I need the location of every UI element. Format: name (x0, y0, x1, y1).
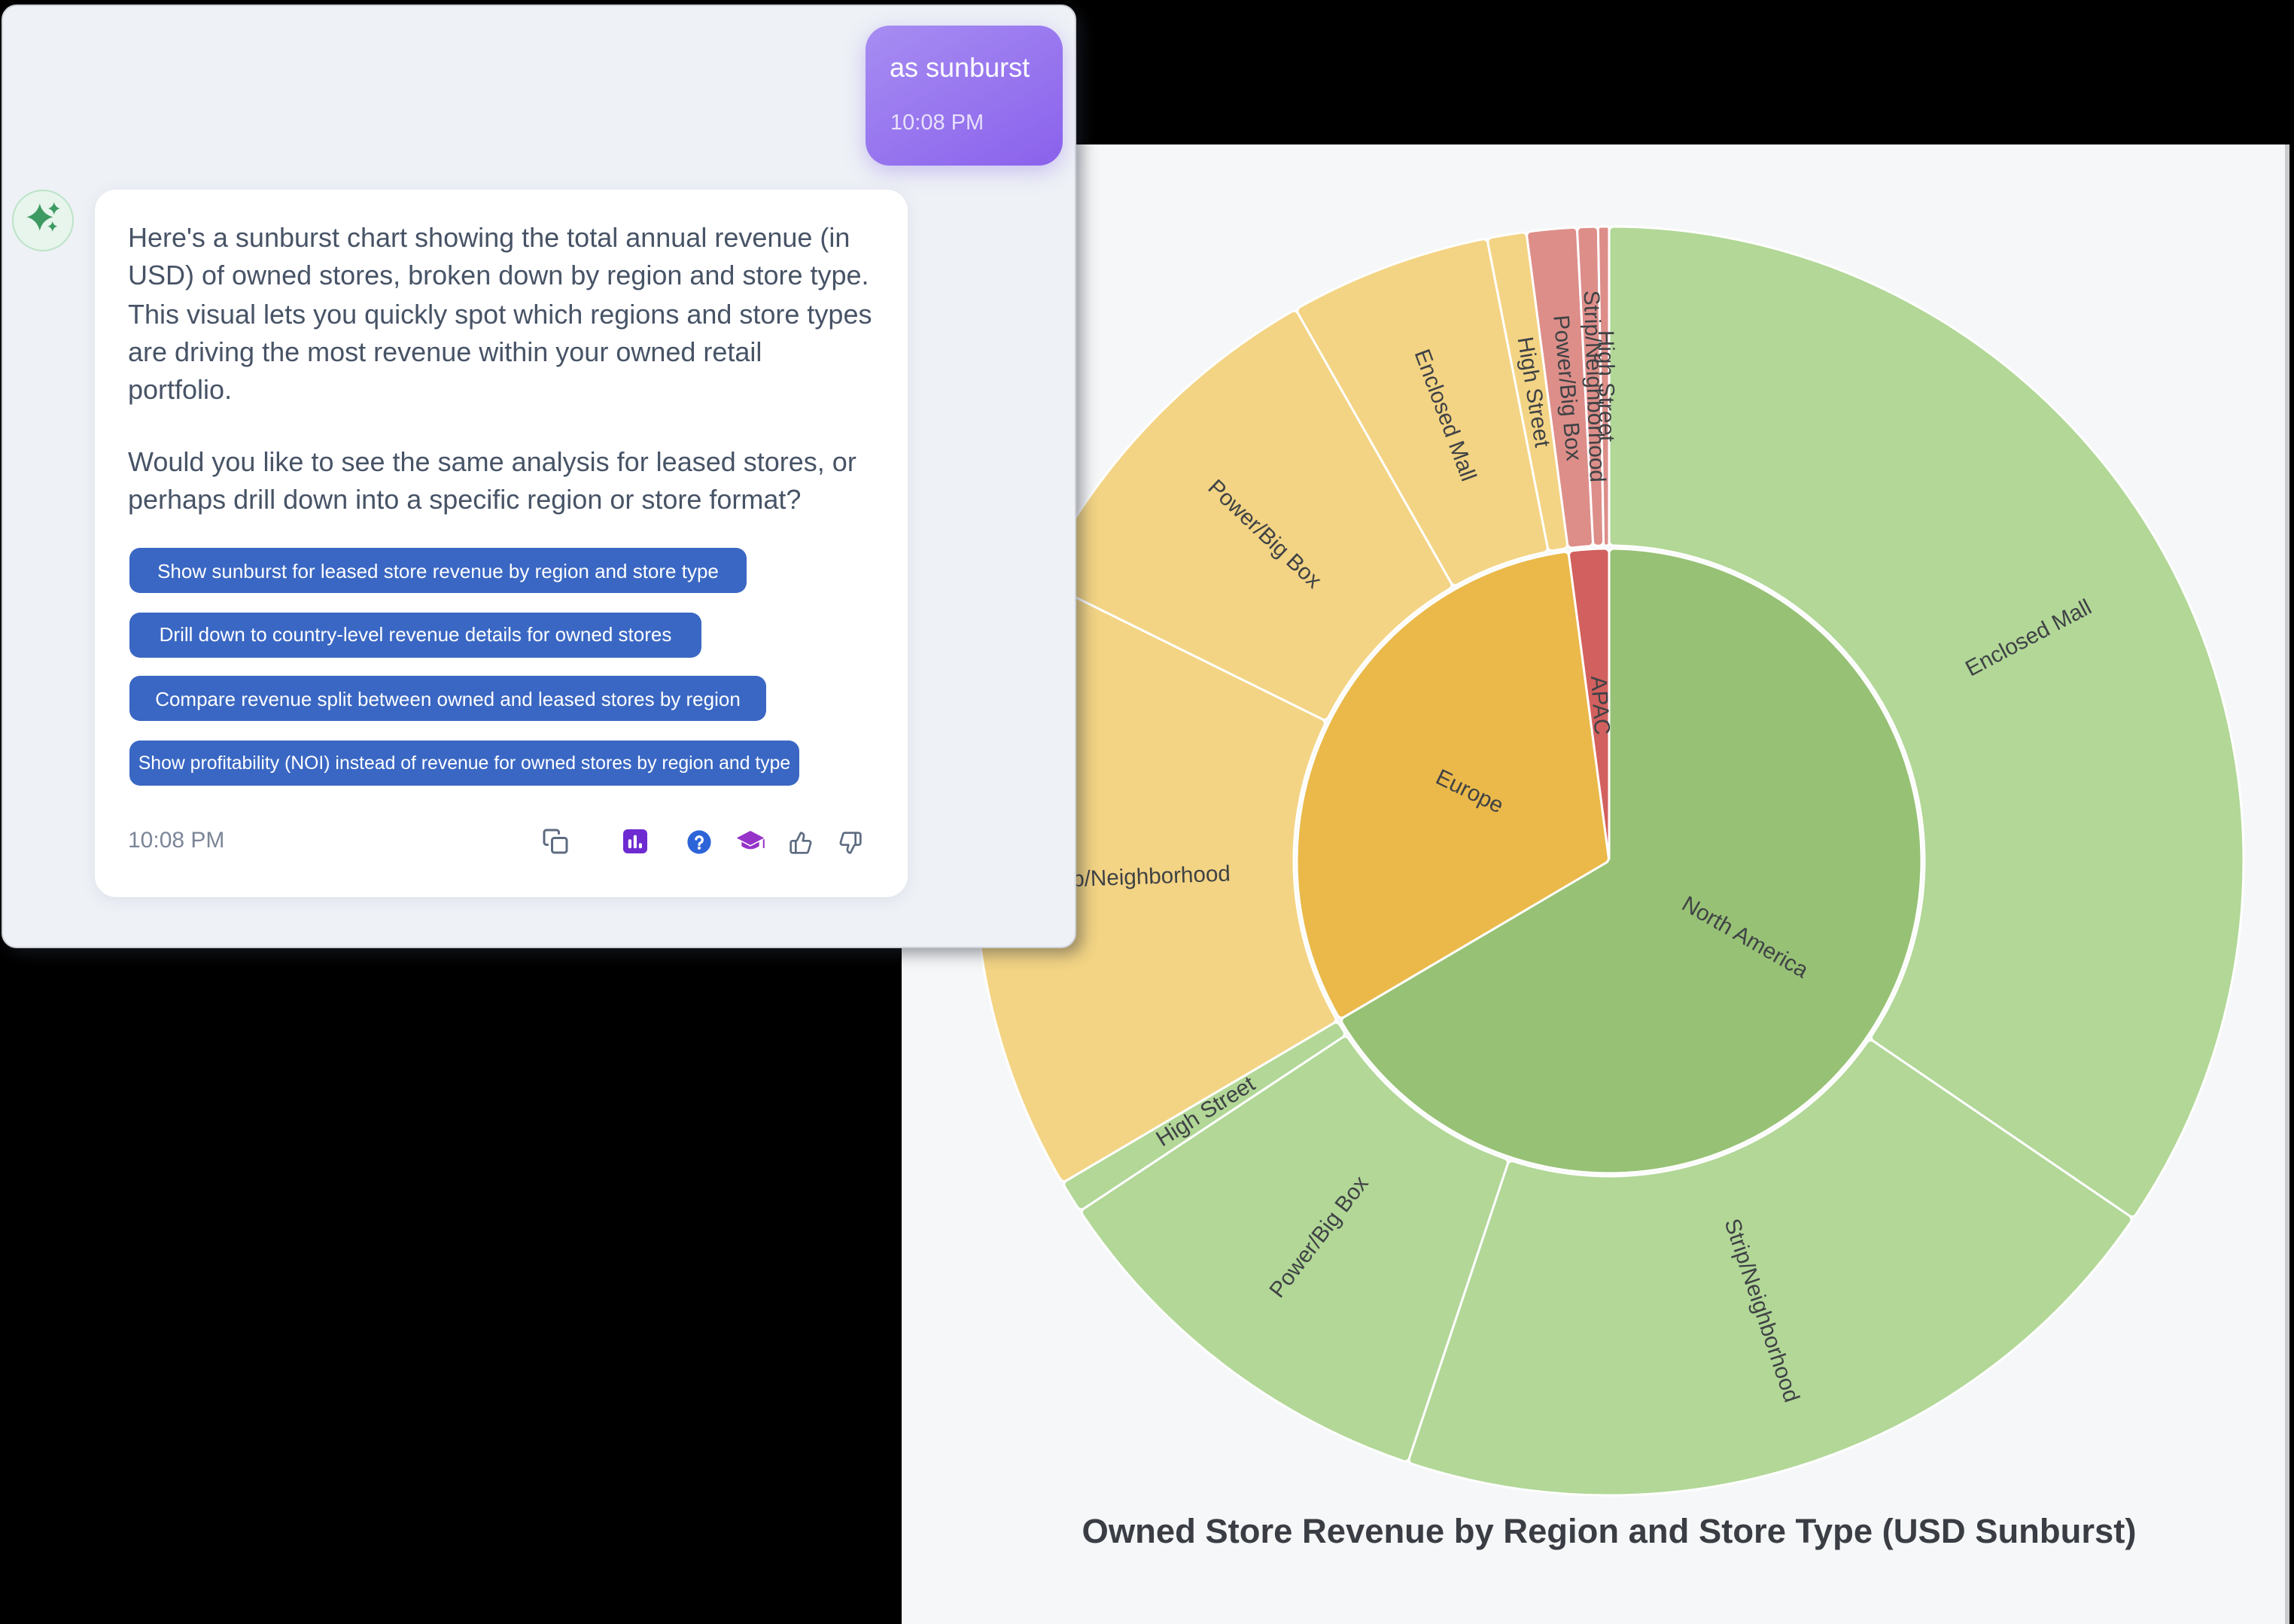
svg-text:High Street: High Street (1593, 330, 1619, 442)
svg-text:APAC: APAC (1586, 675, 1614, 735)
